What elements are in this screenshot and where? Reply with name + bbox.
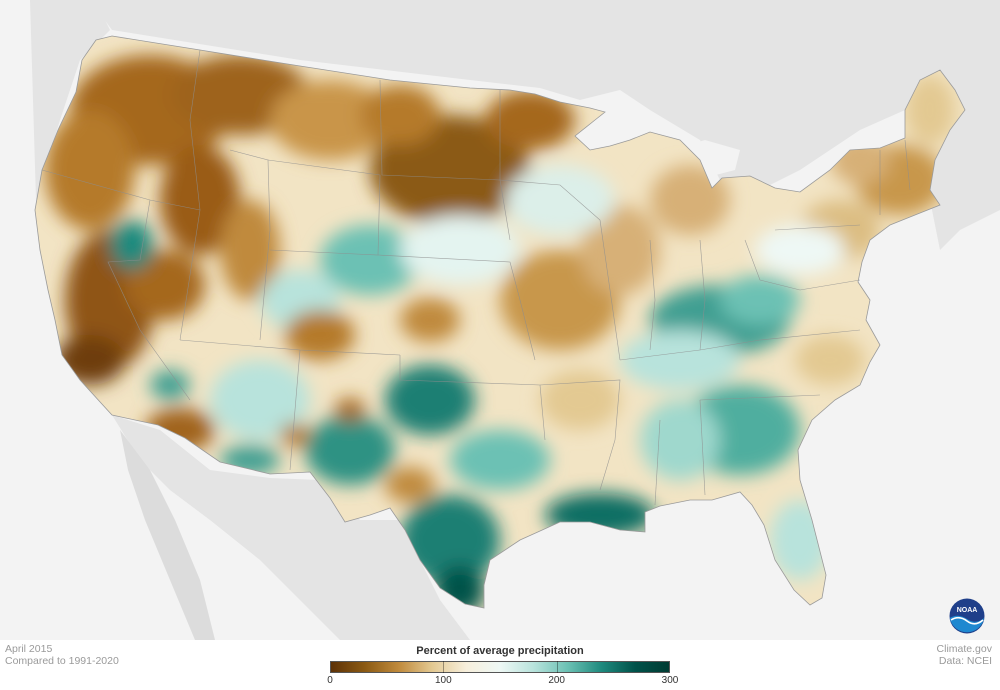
source-data: Data: NCEI — [938, 655, 992, 667]
legend-color-bar — [330, 661, 670, 673]
noaa-logo-icon: NOAA — [949, 598, 985, 634]
precipitation-map — [0, 0, 1000, 640]
legend-tick-label: 0 — [327, 675, 333, 686]
legend-tick-label: 300 — [661, 675, 679, 686]
map-comparison: Compared to 1991-2020 — [5, 655, 119, 667]
state-borders — [41, 49, 911, 506]
map-date: April 2015 — [5, 643, 53, 655]
map-caption: April 2015 Compared to 1991-2020 — [5, 643, 119, 667]
source-credit: Climate.gov Data: NCEI — [937, 643, 992, 667]
legend-tick-mark — [443, 661, 445, 673]
footer: April 2015 Compared to 1991-2020 Percent… — [0, 640, 1000, 690]
legend-tick-mark — [556, 661, 558, 673]
source-site[interactable]: Climate.gov — [936, 643, 992, 655]
legend-title: Percent of average precipitation — [416, 645, 584, 657]
noaa-logo-text: NOAA — [957, 607, 978, 614]
legend-tick-label: 100 — [434, 675, 452, 686]
us-outline — [34, 35, 966, 609]
map-svg — [0, 0, 1000, 640]
legend-tick-label: 200 — [548, 675, 565, 686]
